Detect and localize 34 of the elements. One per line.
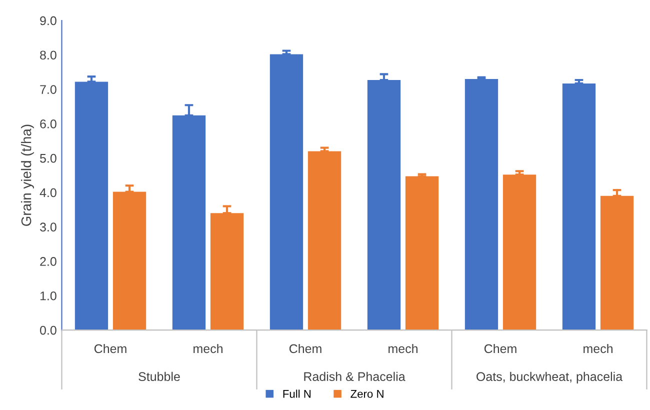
y-tick-label: 1.0 (40, 291, 56, 300)
bar (112, 192, 146, 330)
y-tick-label: 8.0 (40, 50, 56, 60)
bar (502, 174, 536, 330)
x-tick-label: Chem (484, 344, 516, 354)
bar (367, 80, 401, 330)
text: Stubble (138, 372, 180, 382)
y-tick-label: 3.0 (40, 222, 56, 232)
y-tick-label: 6.0 (40, 119, 56, 128)
text: Radish & Phacelia (304, 372, 406, 382)
bar (464, 78, 498, 330)
y-tick-label: 9.0 (40, 16, 56, 26)
bar (270, 54, 304, 330)
y-tick-label: 7.0 (40, 85, 56, 94)
y-tick-label: 5.0 (40, 154, 56, 163)
bar (172, 115, 206, 330)
x-tick-label: mech (194, 344, 222, 354)
text: Oats, buckwheat, phacelia (476, 372, 623, 384)
bar (308, 151, 342, 330)
y-tick-label: 2.0 (40, 257, 56, 266)
x-tick-label: Chem (289, 344, 322, 354)
bar (562, 83, 596, 330)
x-tick-label: mech (388, 344, 418, 354)
bar (210, 213, 244, 330)
y-tick-label: 0.0 (40, 326, 56, 335)
y-tick-label: 4.0 (40, 188, 56, 198)
x-tick-label: Chem (94, 344, 126, 354)
bar (405, 176, 439, 330)
legend-label: Zero N (350, 390, 384, 398)
x-tick-label: mech (584, 344, 612, 354)
bar (74, 82, 108, 330)
legend-label: Full N (283, 390, 311, 398)
bar (600, 196, 634, 330)
y-axis-title: Grain yield (t/ha) (21, 124, 34, 226)
